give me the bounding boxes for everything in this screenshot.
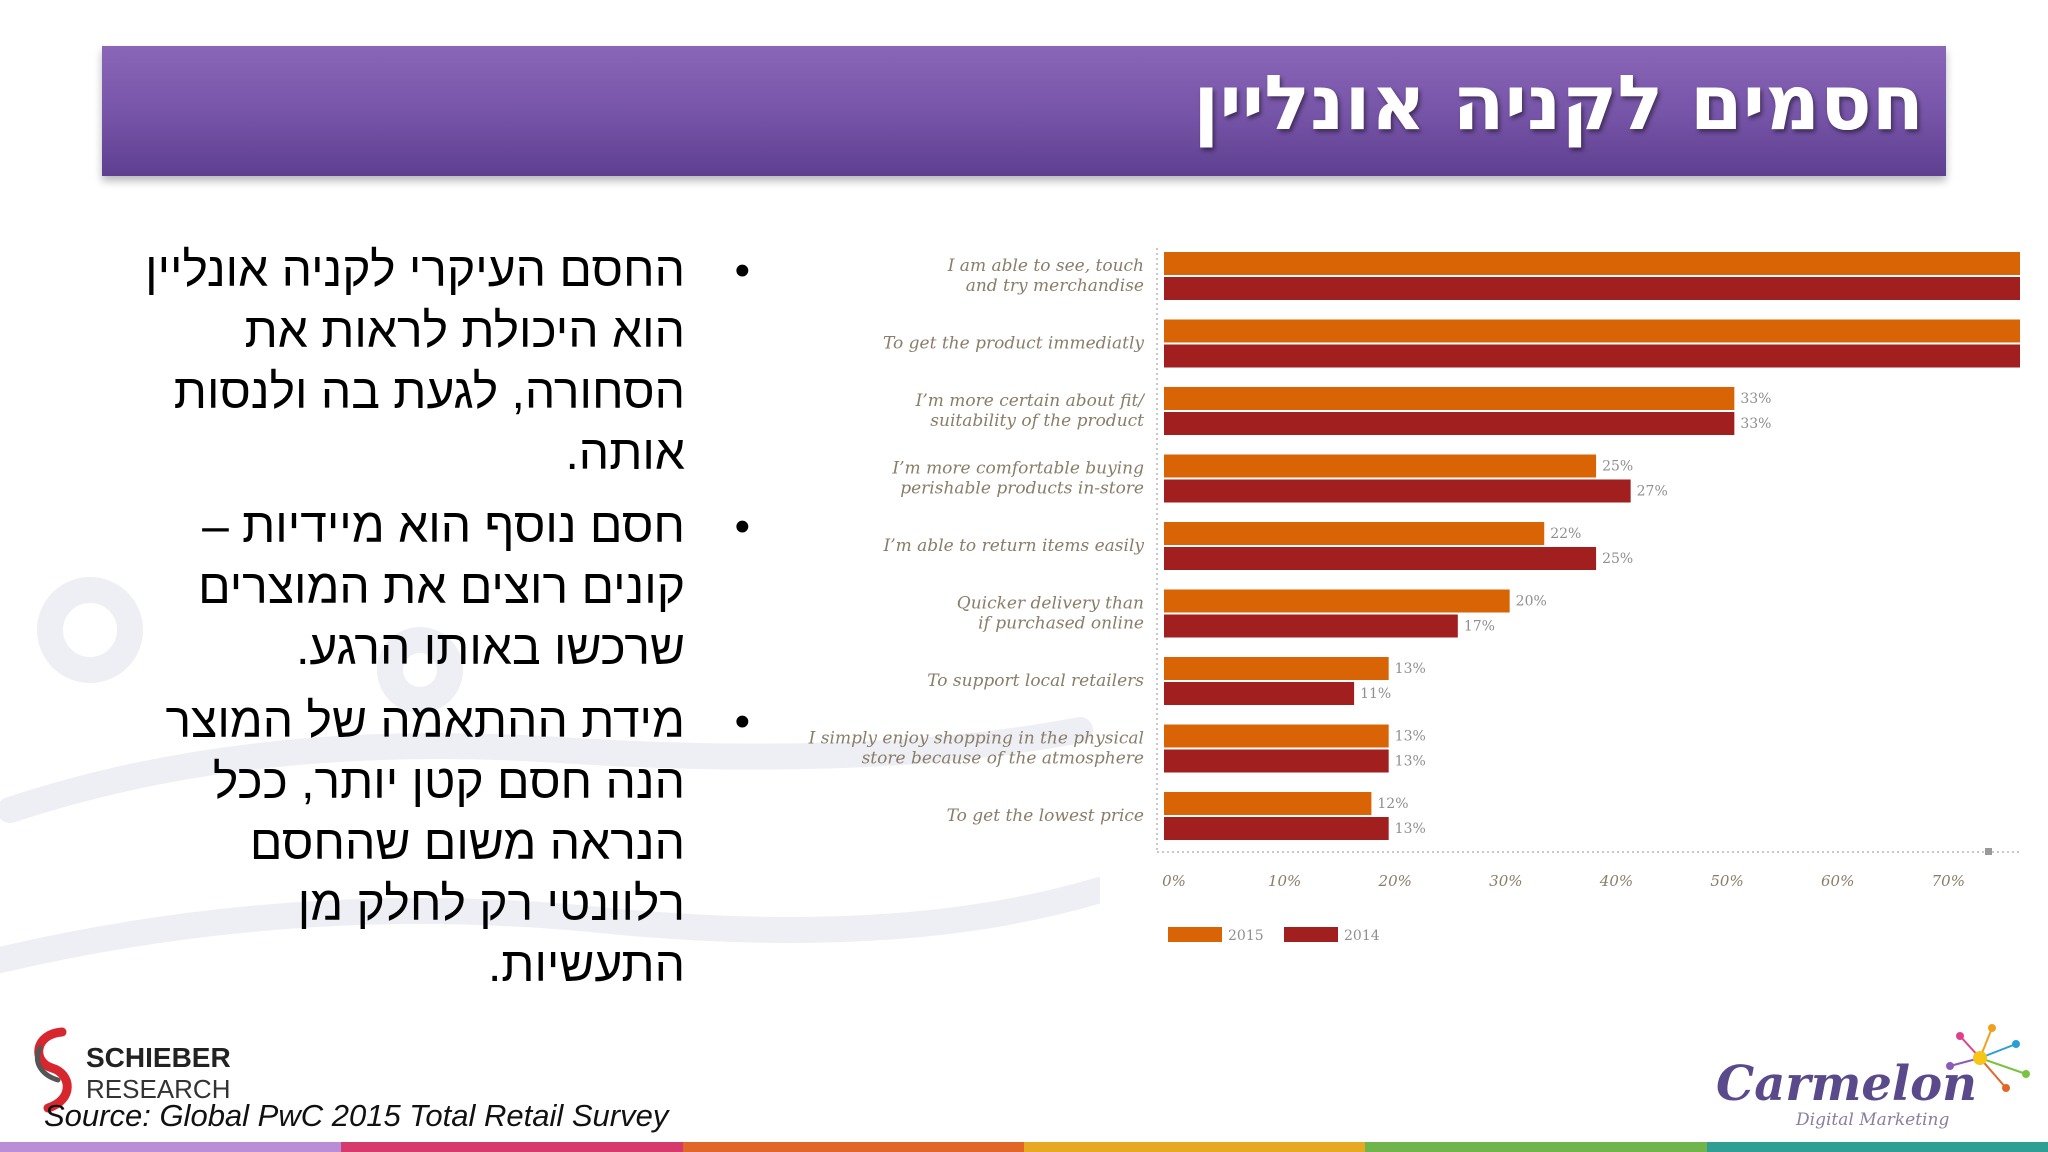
bar-2014 bbox=[1164, 817, 1389, 840]
x-tick-label: 40% bbox=[1599, 872, 1633, 890]
bar-2015 bbox=[1164, 454, 1597, 478]
category-label-line: I simply enjoy shopping in the physical bbox=[808, 729, 1144, 749]
bottom-color-strip bbox=[0, 1142, 2048, 1152]
category-label: To support local retailers bbox=[927, 671, 1144, 691]
title-bar: חסמים לקניה אונליין bbox=[102, 46, 1946, 176]
bar-2014 bbox=[1164, 344, 2046, 368]
bar-2014 bbox=[1164, 682, 1355, 705]
category-label-line: and try merchandise bbox=[966, 276, 1144, 296]
value-label: 13% bbox=[1395, 754, 1426, 770]
category-label-line: I’m able to return items easily bbox=[883, 536, 1145, 556]
bullet-text: מידת ההתאמה של המוצר הנה חסם קטן יותר, כ… bbox=[165, 695, 685, 992]
value-label: 22% bbox=[1550, 526, 1581, 542]
category-label-line: if purchased online bbox=[978, 614, 1144, 634]
bar-2014 bbox=[1164, 614, 1458, 638]
category-label: I’m more comfortable buying perishable pr… bbox=[891, 459, 1144, 499]
category-label: I’m more certain about fit/suitability o… bbox=[915, 391, 1147, 431]
category-label: I simply enjoy shopping in the physical s… bbox=[808, 729, 1144, 769]
value-label: 17% bbox=[1464, 619, 1495, 635]
x-tick-label: 0% bbox=[1162, 872, 1186, 890]
bullet-text: חסם נוסף הוא מיידיות – קונים רוצים את המ… bbox=[198, 500, 685, 675]
value-label: 20% bbox=[1516, 594, 1547, 610]
logo-right-tagline: Digital Marketing bbox=[1795, 1110, 1949, 1130]
value-label: 12% bbox=[1377, 796, 1408, 812]
bar-2015 bbox=[1164, 387, 1735, 410]
legend-label: 2014 bbox=[1344, 928, 1380, 944]
x-tick-label: 20% bbox=[1378, 872, 1412, 890]
chart-svg: I am able to see, touch and try merchandi… bbox=[808, 248, 2048, 944]
source-caption: Source: Global PwC 2015 Total Retail Sur… bbox=[44, 1098, 669, 1133]
bullet-list: • החסם העיקרי לקניה אונליין הוא היכולת ל… bbox=[130, 240, 750, 1008]
x-tick-label: 10% bbox=[1268, 872, 1301, 890]
bar-2014 bbox=[1164, 479, 1631, 503]
legend-label: 2015 bbox=[1228, 928, 1264, 944]
bar-2015 bbox=[1164, 319, 2048, 343]
logo-left-line2: RESEARCH bbox=[86, 1074, 230, 1104]
carmelon-logo: Carmelon Digital Marketing bbox=[1716, 1024, 2030, 1130]
legend-swatch-2014 bbox=[1284, 927, 1338, 942]
axis-end-marker bbox=[1985, 848, 1992, 855]
bar-2015 bbox=[1164, 522, 1545, 545]
value-label: 33% bbox=[1740, 391, 1771, 407]
strip-segment bbox=[682, 1142, 1024, 1152]
value-label: 25% bbox=[1602, 459, 1633, 475]
bullet-text: החסם העיקרי לקניה אונליין הוא היכולת לרא… bbox=[145, 244, 685, 480]
category-label-line: perishable products in-store bbox=[900, 479, 1144, 499]
category-label-line: To get the lowest price bbox=[947, 806, 1144, 826]
bar-2014 bbox=[1164, 547, 1597, 570]
strip-segment bbox=[1023, 1142, 1366, 1152]
category-label-line: store because of the atmosphere bbox=[862, 749, 1144, 769]
schieber-research-logo: SCHIEBER RESEARCH bbox=[34, 1027, 231, 1113]
bullet-item: • חסם נוסף הוא מיידיות – קונים רוצים את … bbox=[130, 496, 750, 679]
x-tick-label: 30% bbox=[1489, 872, 1522, 890]
strip-segment bbox=[1365, 1142, 1707, 1152]
logo-left-line1: SCHIEBER bbox=[86, 1042, 231, 1073]
value-label: 27% bbox=[1637, 484, 1668, 500]
bullet-item: • החסם העיקרי לקניה אונליין הוא היכולת ל… bbox=[130, 240, 750, 484]
bullet-item: • מידת ההתאמה של המוצר הנה חסם קטן יותר,… bbox=[130, 691, 750, 996]
x-tick-label: 70% bbox=[1932, 872, 1965, 890]
bar-2015 bbox=[1164, 792, 1372, 815]
category-label-line: I’m more comfortable buying bbox=[891, 459, 1144, 479]
value-label: 25% bbox=[1602, 551, 1633, 567]
strip-segment bbox=[341, 1142, 683, 1152]
bar-2014 bbox=[1164, 749, 1389, 773]
slide-title: חסמים לקניה אונליין bbox=[1193, 58, 1924, 147]
category-label-line: I am able to see, touch bbox=[947, 256, 1144, 276]
category-label: Quicker delivery than if purchased online bbox=[957, 594, 1144, 634]
value-label: 13% bbox=[1395, 729, 1426, 745]
strip-segment bbox=[1706, 1142, 2048, 1152]
category-label-line: I’m more certain about fit/ bbox=[915, 391, 1147, 411]
category-label-line: Quicker delivery than bbox=[957, 594, 1144, 614]
x-tick-label: 50% bbox=[1710, 872, 1743, 890]
bar-2015 bbox=[1164, 724, 1389, 748]
bar-chart: I am able to see, touch and try merchandi… bbox=[780, 230, 2048, 960]
category-label-line: To support local retailers bbox=[927, 671, 1144, 691]
bar-2014 bbox=[1164, 412, 1735, 435]
bar-2015 bbox=[1164, 589, 1510, 613]
value-label: 11% bbox=[1360, 686, 1391, 702]
logo-right-name: Carmelon bbox=[1716, 1056, 1977, 1112]
bullet-dot-icon: • bbox=[734, 697, 750, 746]
bar-2015 bbox=[1164, 252, 2048, 275]
category-label-line: To get the product immediatly bbox=[883, 334, 1144, 354]
legend-swatch-2015 bbox=[1168, 927, 1222, 942]
value-label: 13% bbox=[1395, 821, 1426, 837]
bar-2014 bbox=[1164, 277, 2048, 300]
x-tick-label: 60% bbox=[1821, 872, 1854, 890]
value-label: 33% bbox=[1740, 416, 1771, 432]
category-label: I’m able to return items easily bbox=[883, 536, 1145, 556]
bullet-dot-icon: • bbox=[734, 502, 750, 551]
category-label: To get the lowest price bbox=[947, 806, 1144, 826]
category-label-line: suitability of the product bbox=[930, 411, 1144, 431]
category-label: I am able to see, touch and try merchandi… bbox=[947, 256, 1144, 296]
category-label: To get the product immediatly bbox=[883, 334, 1144, 354]
value-label: 13% bbox=[1395, 661, 1426, 677]
bullet-dot-icon: • bbox=[734, 246, 750, 295]
bar-2015 bbox=[1164, 657, 1389, 680]
strip-segment bbox=[0, 1142, 342, 1152]
